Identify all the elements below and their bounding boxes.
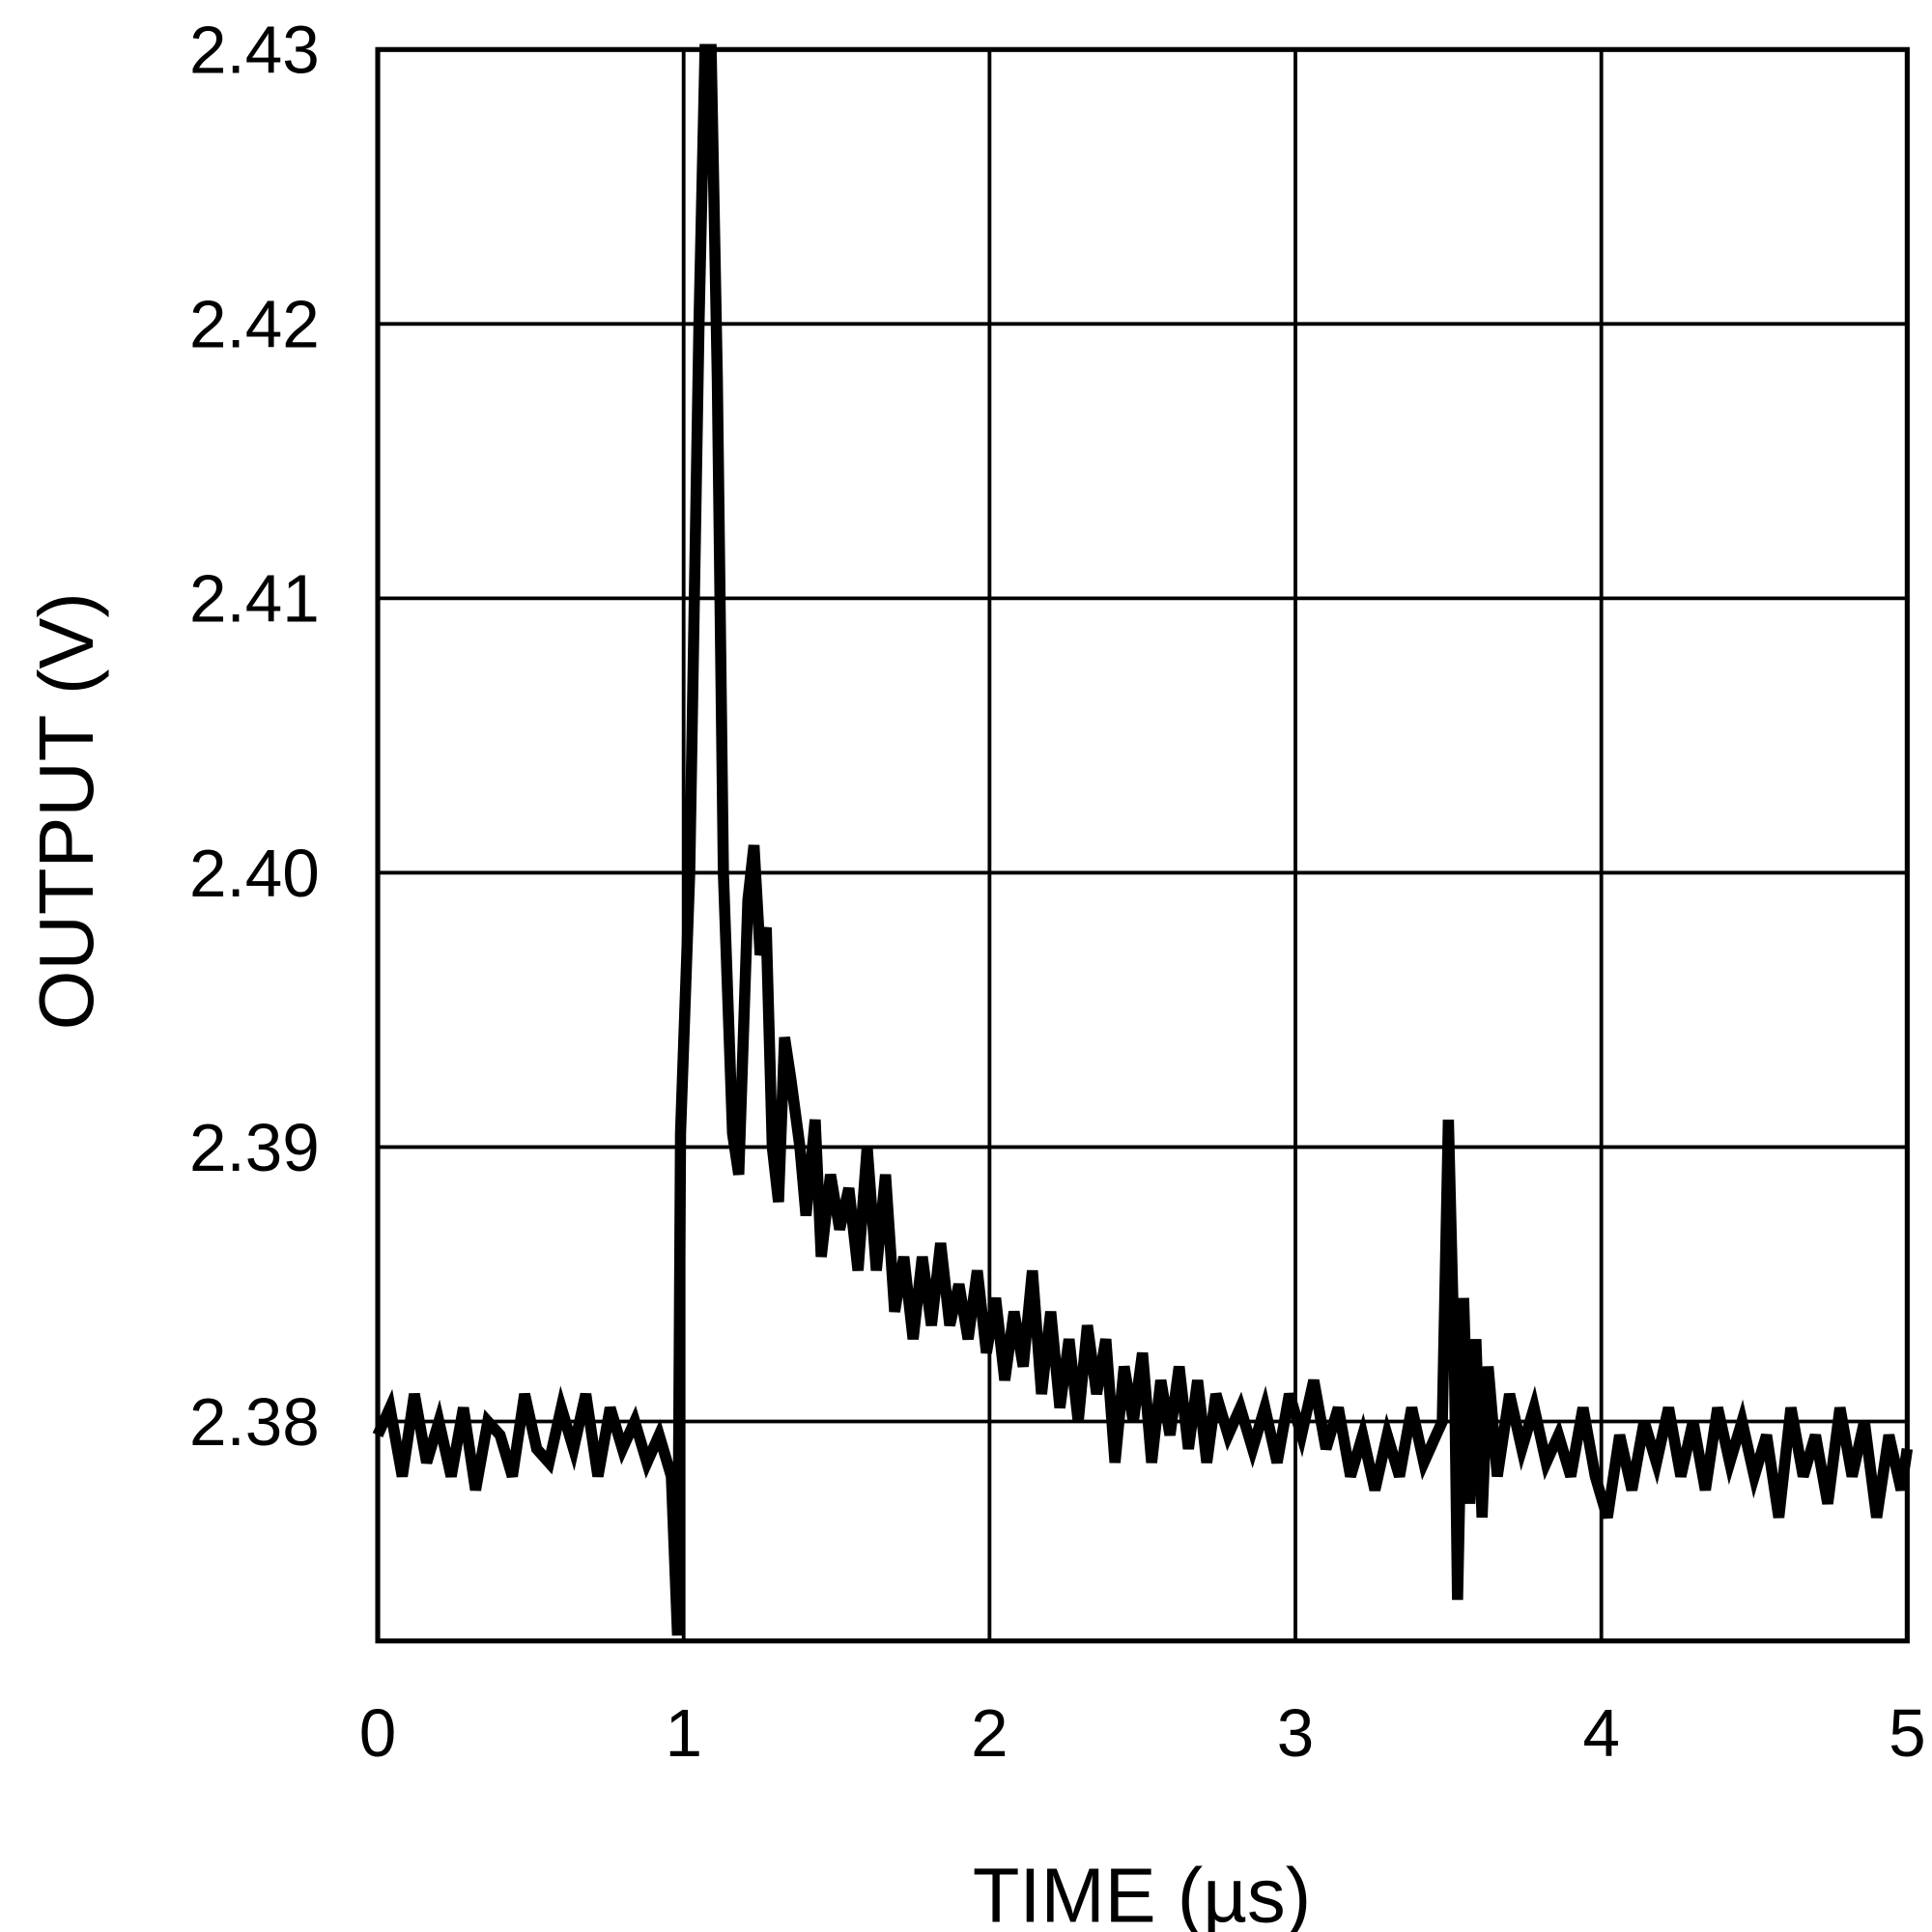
x-tick-label: 5 (1889, 1695, 1926, 1771)
y-tick-label: 2.38 (189, 1384, 320, 1460)
plot-frame (375, 46, 1910, 1644)
y-tick-label: 2.39 (189, 1110, 320, 1185)
y-tick-label: 2.43 (189, 13, 320, 88)
x-tick-label: 4 (1582, 1695, 1620, 1771)
output-trace (372, 43, 1914, 1636)
x-tick-label: 3 (1277, 1695, 1315, 1771)
y-tick-label: 2.41 (189, 561, 320, 637)
x-tick-label: 2 (971, 1695, 1009, 1771)
x-axis-label: TIME (µs) (973, 1853, 1311, 1932)
x-tick-label: 0 (359, 1695, 397, 1771)
y-tick-label: 2.40 (189, 836, 320, 911)
y-tick-label: 2.42 (189, 287, 320, 362)
y-axis-label: OUTPUT (V) (23, 592, 109, 1030)
x-tick-label: 1 (665, 1695, 702, 1771)
